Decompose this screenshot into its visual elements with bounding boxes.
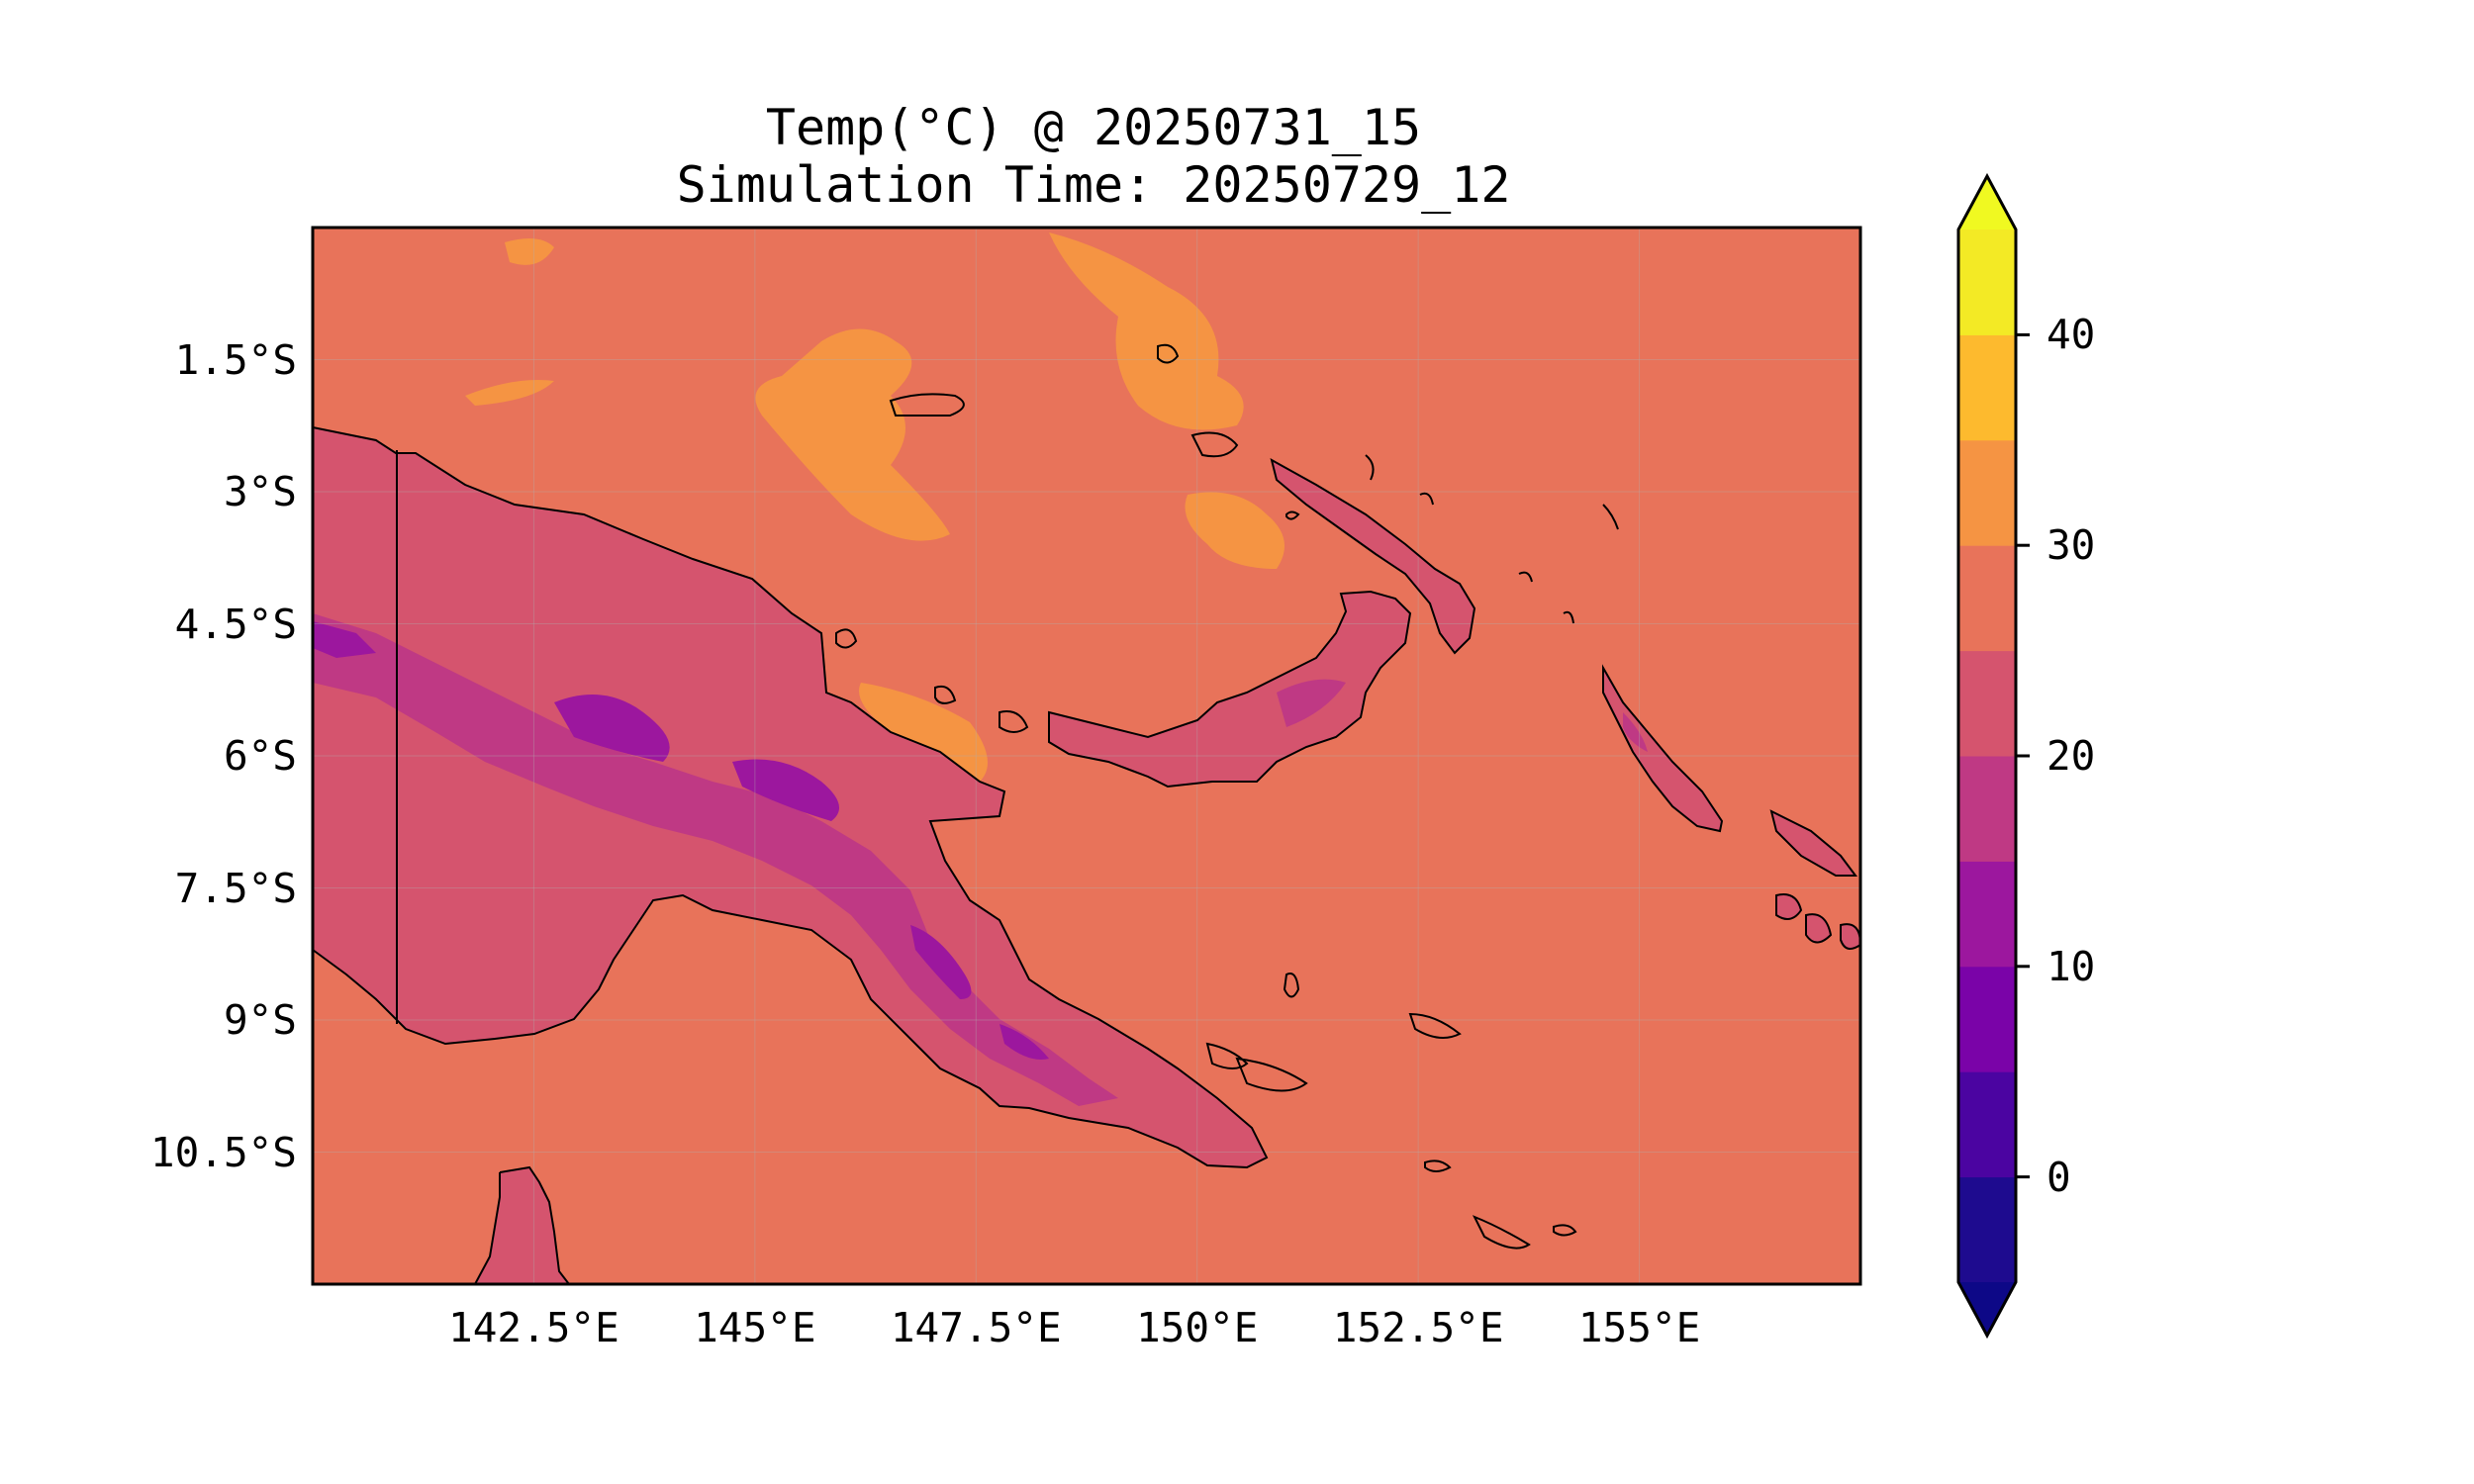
colorbar-segment (1958, 545, 2016, 652)
colorbar-segment (1958, 230, 2016, 335)
warm-patch (755, 328, 950, 541)
colorbar-tick-label: 0 (2046, 1153, 2071, 1201)
colorbar-tick-marks (2016, 332, 2030, 1179)
colorbar (1956, 172, 2018, 1340)
lat-tick-label: 6°S (223, 732, 297, 780)
colorbar-segment (1958, 966, 2016, 1072)
colorbar-tick-label: 30 (2046, 521, 2096, 570)
highland-band (313, 613, 1118, 1106)
highland-band (1277, 679, 1346, 727)
colorbar-segment (1958, 1071, 2016, 1178)
colorbar-tick-label: 20 (2046, 732, 2096, 780)
colorbar-extend-max (1958, 176, 2016, 230)
lat-tick-label: 9°S (223, 996, 297, 1044)
lon-tick-label: 155°E (1577, 1304, 1701, 1351)
warm-patch (859, 683, 988, 782)
peak-area (732, 759, 839, 821)
lat-tick-label: 1.5°S (174, 335, 297, 384)
peak-area (554, 695, 670, 762)
colorbar-segment (1958, 439, 2016, 546)
warm-patch (1185, 492, 1285, 569)
colorbar-outline (1956, 172, 2018, 1340)
lat-tick-label: 3°S (223, 468, 297, 515)
peak-area (313, 621, 376, 658)
lon-tick-label: 150°E (1135, 1304, 1259, 1351)
temperature-fields (313, 232, 1860, 1284)
colorbar-segment (1958, 756, 2016, 862)
colorbar-tick-label: 40 (2046, 311, 2096, 359)
peak-area (910, 925, 972, 999)
warm-patch (505, 238, 554, 265)
peak-area (999, 1024, 1049, 1060)
lon-tick-label: 147.5°E (890, 1304, 1062, 1351)
colorbar-extend-min (1958, 1282, 2016, 1336)
colorbar-segment (1958, 334, 2016, 441)
lat-tick-label: 4.5°S (174, 600, 297, 648)
solomon-island (1771, 811, 1856, 876)
colorbar-segment (1958, 1176, 2016, 1283)
lon-tick-label: 145°E (694, 1304, 816, 1351)
graticule (313, 228, 1860, 1284)
plot-title-line-2: Simulation Time: 20250729_12 (676, 156, 1511, 214)
new-britain-land (1049, 592, 1410, 787)
lat-tick-label: 7.5°S (174, 864, 297, 912)
highland-band (1623, 712, 1648, 752)
lat-tick-label: 10.5°S (149, 1128, 297, 1176)
warm-patch (1049, 232, 1244, 430)
map-frame (311, 226, 1862, 1286)
solomon-island (1841, 924, 1860, 949)
plot-title-line-1: Temp(°C) @ 20250731_15 (765, 99, 1422, 156)
bougainville-land (1603, 668, 1722, 831)
new-ireland-land (1272, 460, 1475, 653)
coastlines (312, 343, 1862, 1285)
colorbar-tick-label: 10 (2046, 942, 2096, 990)
warm-patch (465, 380, 554, 406)
solomon-island (1776, 894, 1801, 919)
colorbar-segment (1958, 650, 2016, 757)
lon-tick-label: 142.5°E (448, 1304, 619, 1351)
colorbar-segment (1958, 861, 2016, 968)
lon-tick-label: 152.5°E (1332, 1304, 1504, 1351)
